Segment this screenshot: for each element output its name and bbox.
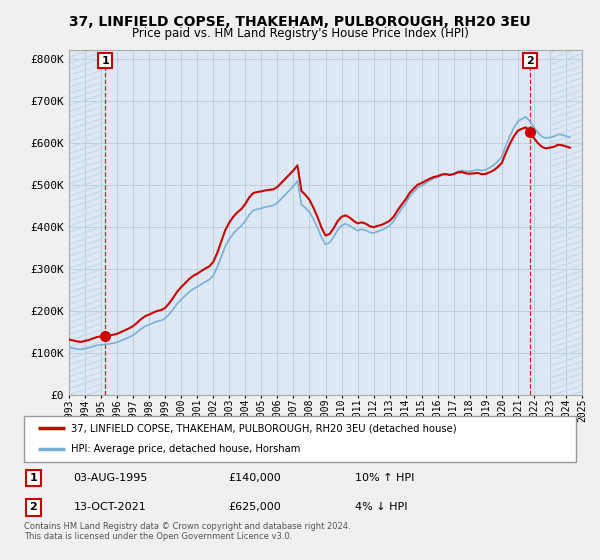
Text: Price paid vs. HM Land Registry's House Price Index (HPI): Price paid vs. HM Land Registry's House … xyxy=(131,27,469,40)
Text: 10% ↑ HPI: 10% ↑ HPI xyxy=(355,473,415,483)
Text: 03-AUG-1995: 03-AUG-1995 xyxy=(74,473,148,483)
Text: 4% ↓ HPI: 4% ↓ HPI xyxy=(355,502,408,512)
Text: HPI: Average price, detached house, Horsham: HPI: Average price, detached house, Hors… xyxy=(71,445,300,455)
Text: 37, LINFIELD COPSE, THAKEHAM, PULBOROUGH, RH20 3EU (detached house): 37, LINFIELD COPSE, THAKEHAM, PULBOROUGH… xyxy=(71,423,457,433)
Text: £140,000: £140,000 xyxy=(228,473,281,483)
Text: 1: 1 xyxy=(29,473,37,483)
Text: 2: 2 xyxy=(29,502,37,512)
Text: 1: 1 xyxy=(101,55,109,66)
Text: 2: 2 xyxy=(526,55,534,66)
Text: Contains HM Land Registry data © Crown copyright and database right 2024.
This d: Contains HM Land Registry data © Crown c… xyxy=(24,522,350,542)
Text: £625,000: £625,000 xyxy=(228,502,281,512)
Text: 37, LINFIELD COPSE, THAKEHAM, PULBOROUGH, RH20 3EU: 37, LINFIELD COPSE, THAKEHAM, PULBOROUGH… xyxy=(69,15,531,29)
Text: 13-OCT-2021: 13-OCT-2021 xyxy=(74,502,146,512)
